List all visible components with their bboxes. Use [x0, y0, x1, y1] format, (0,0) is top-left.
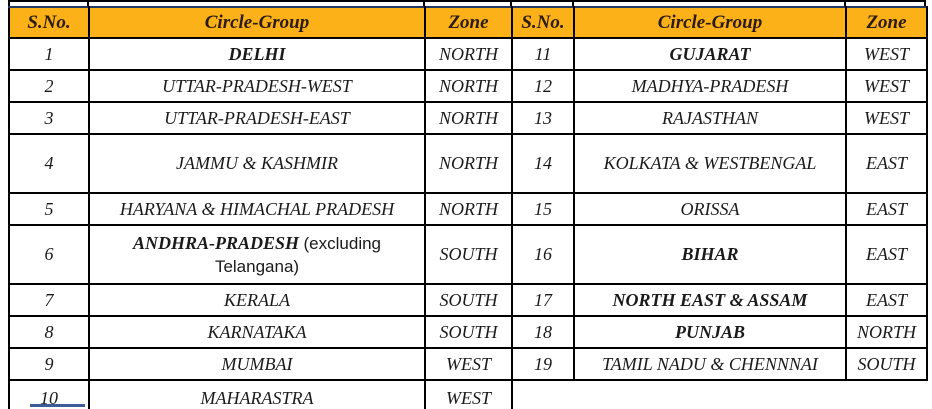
circle-cell: GUJARAT	[573, 37, 847, 71]
sno-cell: 16	[511, 224, 575, 285]
sno-cell: 2	[8, 69, 90, 103]
circle-cell: BIHAR	[573, 224, 847, 285]
circle-cell: MUMBAI	[88, 347, 426, 381]
zone-cell: SOUTH	[424, 224, 513, 285]
table-row: 8 KARNATAKA SOUTH 18 PUNJAB NORTH	[8, 315, 928, 349]
sno-cell: 8	[8, 315, 90, 349]
zone-cell: NORTH	[424, 192, 513, 226]
circle-cell: MADHYA-PRADESH	[573, 69, 847, 103]
zone-cell: NORTH	[424, 37, 513, 71]
circle-cell: PUNJAB	[573, 315, 847, 349]
crop-artifact-tick	[572, 2, 574, 7]
zone-cell: WEST	[845, 37, 928, 71]
table-row: 1 DELHI NORTH 11 GUJARAT WEST	[8, 37, 928, 71]
table-row: 9 MUMBAI WEST 19 TAMIL NADU & CHENNNAI S…	[8, 347, 928, 381]
zone-cell: SOUTH	[424, 315, 513, 349]
crop-artifact-tick	[87, 2, 89, 7]
circle-cell: MAHARASTRA	[88, 379, 426, 409]
sno-cell: 9	[8, 347, 90, 381]
sno-cell: 15	[511, 192, 575, 226]
zone-cell: NORTH	[424, 101, 513, 135]
circle-group-zone-table: S.No. Circle-Group Zone S.No. Circle-Gro…	[8, 6, 928, 409]
header-circle-group-left: Circle-Group	[88, 6, 426, 39]
sno-cell: 11	[511, 37, 575, 71]
table-row: 10 MAHARASTRA WEST	[8, 379, 927, 409]
zone-cell: SOUTH	[424, 283, 513, 317]
table-header-row: S.No. Circle-Group Zone S.No. Circle-Gro…	[8, 6, 928, 39]
zone-cell: WEST	[424, 347, 513, 381]
crop-artifact-line	[8, 0, 926, 2]
header-zone-right: Zone	[845, 6, 928, 39]
zone-cell: EAST	[845, 192, 928, 226]
circle-note: (excluding Telangana)	[214, 234, 382, 276]
sno-cell: 5	[8, 192, 90, 226]
circle-cell: KARNATAKA	[88, 315, 426, 349]
sno-cell: 3	[8, 101, 90, 135]
crop-artifact-tick	[8, 2, 10, 7]
sno-cell: 6	[8, 224, 90, 285]
zone-cell: EAST	[845, 283, 928, 317]
crop-artifact-tick	[510, 2, 512, 7]
circle-cell: RAJASTHAN	[573, 101, 847, 135]
header-sno-right: S.No.	[511, 6, 575, 39]
table-row: 5 HARYANA & HIMACHAL PRADESH NORTH 15 OR…	[8, 192, 928, 226]
zone-cell: EAST	[845, 133, 928, 194]
circle-mixed-text: ANDHRA-PRADESH (excluding Telangana)	[103, 232, 411, 277]
zone-cell: EAST	[845, 224, 928, 285]
zone-cell: NORTH	[424, 133, 513, 194]
sno-cell: 17	[511, 283, 575, 317]
sno-cell: 13	[511, 101, 575, 135]
header-circle-group-right: Circle-Group	[573, 6, 847, 39]
table-row: 7 KERALA SOUTH 17 NORTH EAST & ASSAM EAS…	[8, 283, 928, 317]
sno-cell: 7	[8, 283, 90, 317]
crop-artifact-tick	[924, 2, 926, 7]
circle-cell: ANDHRA-PRADESH (excluding Telangana)	[88, 224, 426, 285]
circle-cell: TAMIL NADU & CHENNNAI	[573, 347, 847, 381]
table-row: 4 JAMMU & KASHMIR NORTH 14 KOLKATA & WES…	[8, 133, 928, 194]
circle-cell: KOLKATA & WESTBENGAL	[573, 133, 847, 194]
circle-cell: KERALA	[88, 283, 426, 317]
table-row: 2 UTTAR-PRADESH-WEST NORTH 12 MADHYA-PRA…	[8, 69, 928, 103]
sno-cell: 14	[511, 133, 575, 194]
sno-cell: 12	[511, 69, 575, 103]
sno-cell: 19	[511, 347, 575, 381]
crop-artifact-tick	[844, 2, 846, 7]
zone-cell: WEST	[845, 101, 928, 135]
circle-name: ANDHRA-PRADESH	[132, 233, 300, 253]
circle-cell: NORTH EAST & ASSAM	[573, 283, 847, 317]
empty-region	[512, 380, 927, 409]
crop-artifact-blue-fragment	[30, 404, 85, 407]
sno-cell: 4	[8, 133, 90, 194]
circle-cell: DELHI	[88, 37, 426, 71]
table-row: 3 UTTAR-PRADESH-EAST NORTH 13 RAJASTHAN …	[8, 101, 928, 135]
circle-cell: ORISSA	[573, 192, 847, 226]
zone-cell: NORTH	[424, 69, 513, 103]
crop-artifact-tick	[423, 2, 425, 7]
sno-cell: 18	[511, 315, 575, 349]
circle-cell: UTTAR-PRADESH-EAST	[88, 101, 426, 135]
zone-cell: WEST	[424, 379, 513, 409]
zone-cell: WEST	[845, 69, 928, 103]
zone-cell: NORTH	[845, 315, 928, 349]
circle-cell: HARYANA & HIMACHAL PRADESH	[88, 192, 426, 226]
circle-cell: JAMMU & KASHMIR	[88, 133, 426, 194]
sno-cell: 1	[8, 37, 90, 71]
circle-cell: UTTAR-PRADESH-WEST	[88, 69, 426, 103]
header-sno-left: S.No.	[8, 6, 90, 39]
header-zone-left: Zone	[424, 6, 513, 39]
table-row: 6 ANDHRA-PRADESH (excluding Telangana) S…	[8, 224, 928, 285]
zone-cell: SOUTH	[845, 347, 928, 381]
